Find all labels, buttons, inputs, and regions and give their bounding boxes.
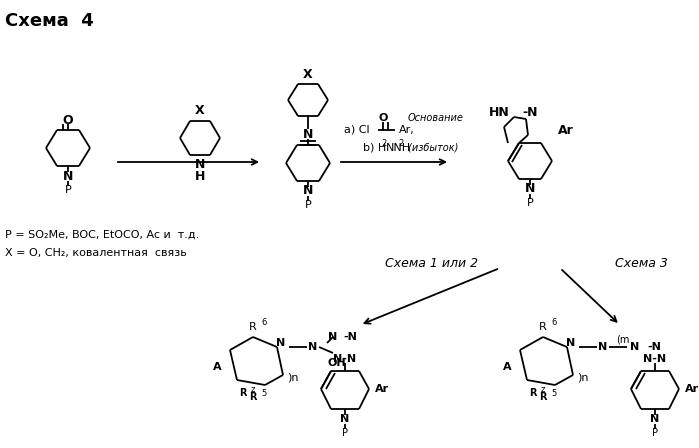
Text: N: N <box>303 129 313 142</box>
Text: z: z <box>251 385 255 395</box>
Text: )n: )n <box>577 372 589 382</box>
Text: N: N <box>630 342 640 352</box>
Text: N: N <box>340 414 350 424</box>
Text: N: N <box>598 342 607 352</box>
Text: N: N <box>566 338 575 348</box>
Text: 2: 2 <box>398 139 403 148</box>
Text: N: N <box>195 159 206 172</box>
Text: Схема 3: Схема 3 <box>615 257 668 270</box>
Text: P: P <box>342 428 348 438</box>
Text: O: O <box>378 113 388 123</box>
Text: R: R <box>240 388 247 398</box>
Text: P = SO₂Me, BOC, EtOCO, Ac и  т.д.: P = SO₂Me, BOC, EtOCO, Ac и т.д. <box>5 230 199 240</box>
Text: N: N <box>329 332 338 342</box>
Text: R: R <box>539 322 547 332</box>
Text: X: X <box>303 68 313 81</box>
Text: X: X <box>195 104 205 117</box>
Text: N-N: N-N <box>333 354 356 364</box>
Text: Схема 1 или 2: Схема 1 или 2 <box>385 257 479 270</box>
Text: Ar: Ar <box>558 125 574 138</box>
Text: -N: -N <box>343 332 357 342</box>
Text: R: R <box>540 392 547 402</box>
Text: X = O, CH₂, ковалентная  связь: X = O, CH₂, ковалентная связь <box>5 248 187 258</box>
Text: HN: HN <box>489 107 510 120</box>
Text: -N: -N <box>647 342 661 352</box>
Text: N: N <box>650 414 660 424</box>
Text: P: P <box>526 198 533 208</box>
Text: N-N: N-N <box>644 354 667 364</box>
Text: Ar,: Ar, <box>399 125 415 135</box>
Text: N: N <box>63 169 73 182</box>
Text: O: O <box>63 113 73 126</box>
Text: N: N <box>308 342 317 352</box>
Text: A: A <box>503 362 511 372</box>
Text: R: R <box>530 388 537 398</box>
Text: 5: 5 <box>261 389 266 399</box>
Text: 5: 5 <box>551 389 556 399</box>
Text: -N: -N <box>522 107 538 120</box>
Text: N: N <box>525 182 535 195</box>
Text: (избыток): (избыток) <box>405 143 459 153</box>
Text: P: P <box>64 185 71 195</box>
Text: b) H: b) H <box>363 143 387 153</box>
Text: (m: (m <box>617 334 630 344</box>
Text: NNH: NNH <box>386 143 411 153</box>
Text: OH: OH <box>328 358 346 368</box>
Text: )n: )n <box>287 372 298 382</box>
Text: N: N <box>276 338 286 348</box>
Text: P: P <box>305 200 311 210</box>
Text: Ar: Ar <box>375 384 389 394</box>
Text: A: A <box>212 362 222 372</box>
Text: 2: 2 <box>381 139 387 148</box>
Text: H: H <box>195 169 206 182</box>
Text: R: R <box>250 392 257 402</box>
Text: Ar: Ar <box>685 384 699 394</box>
Text: 6: 6 <box>551 318 556 327</box>
Text: Схема  4: Схема 4 <box>5 12 94 30</box>
Text: Основание: Основание <box>408 113 464 123</box>
Text: P: P <box>652 428 658 438</box>
Text: z: z <box>541 385 545 395</box>
Text: N: N <box>303 185 313 198</box>
Text: R: R <box>250 322 257 332</box>
Text: a) Cl: a) Cl <box>345 125 370 135</box>
Text: 6: 6 <box>261 318 266 327</box>
